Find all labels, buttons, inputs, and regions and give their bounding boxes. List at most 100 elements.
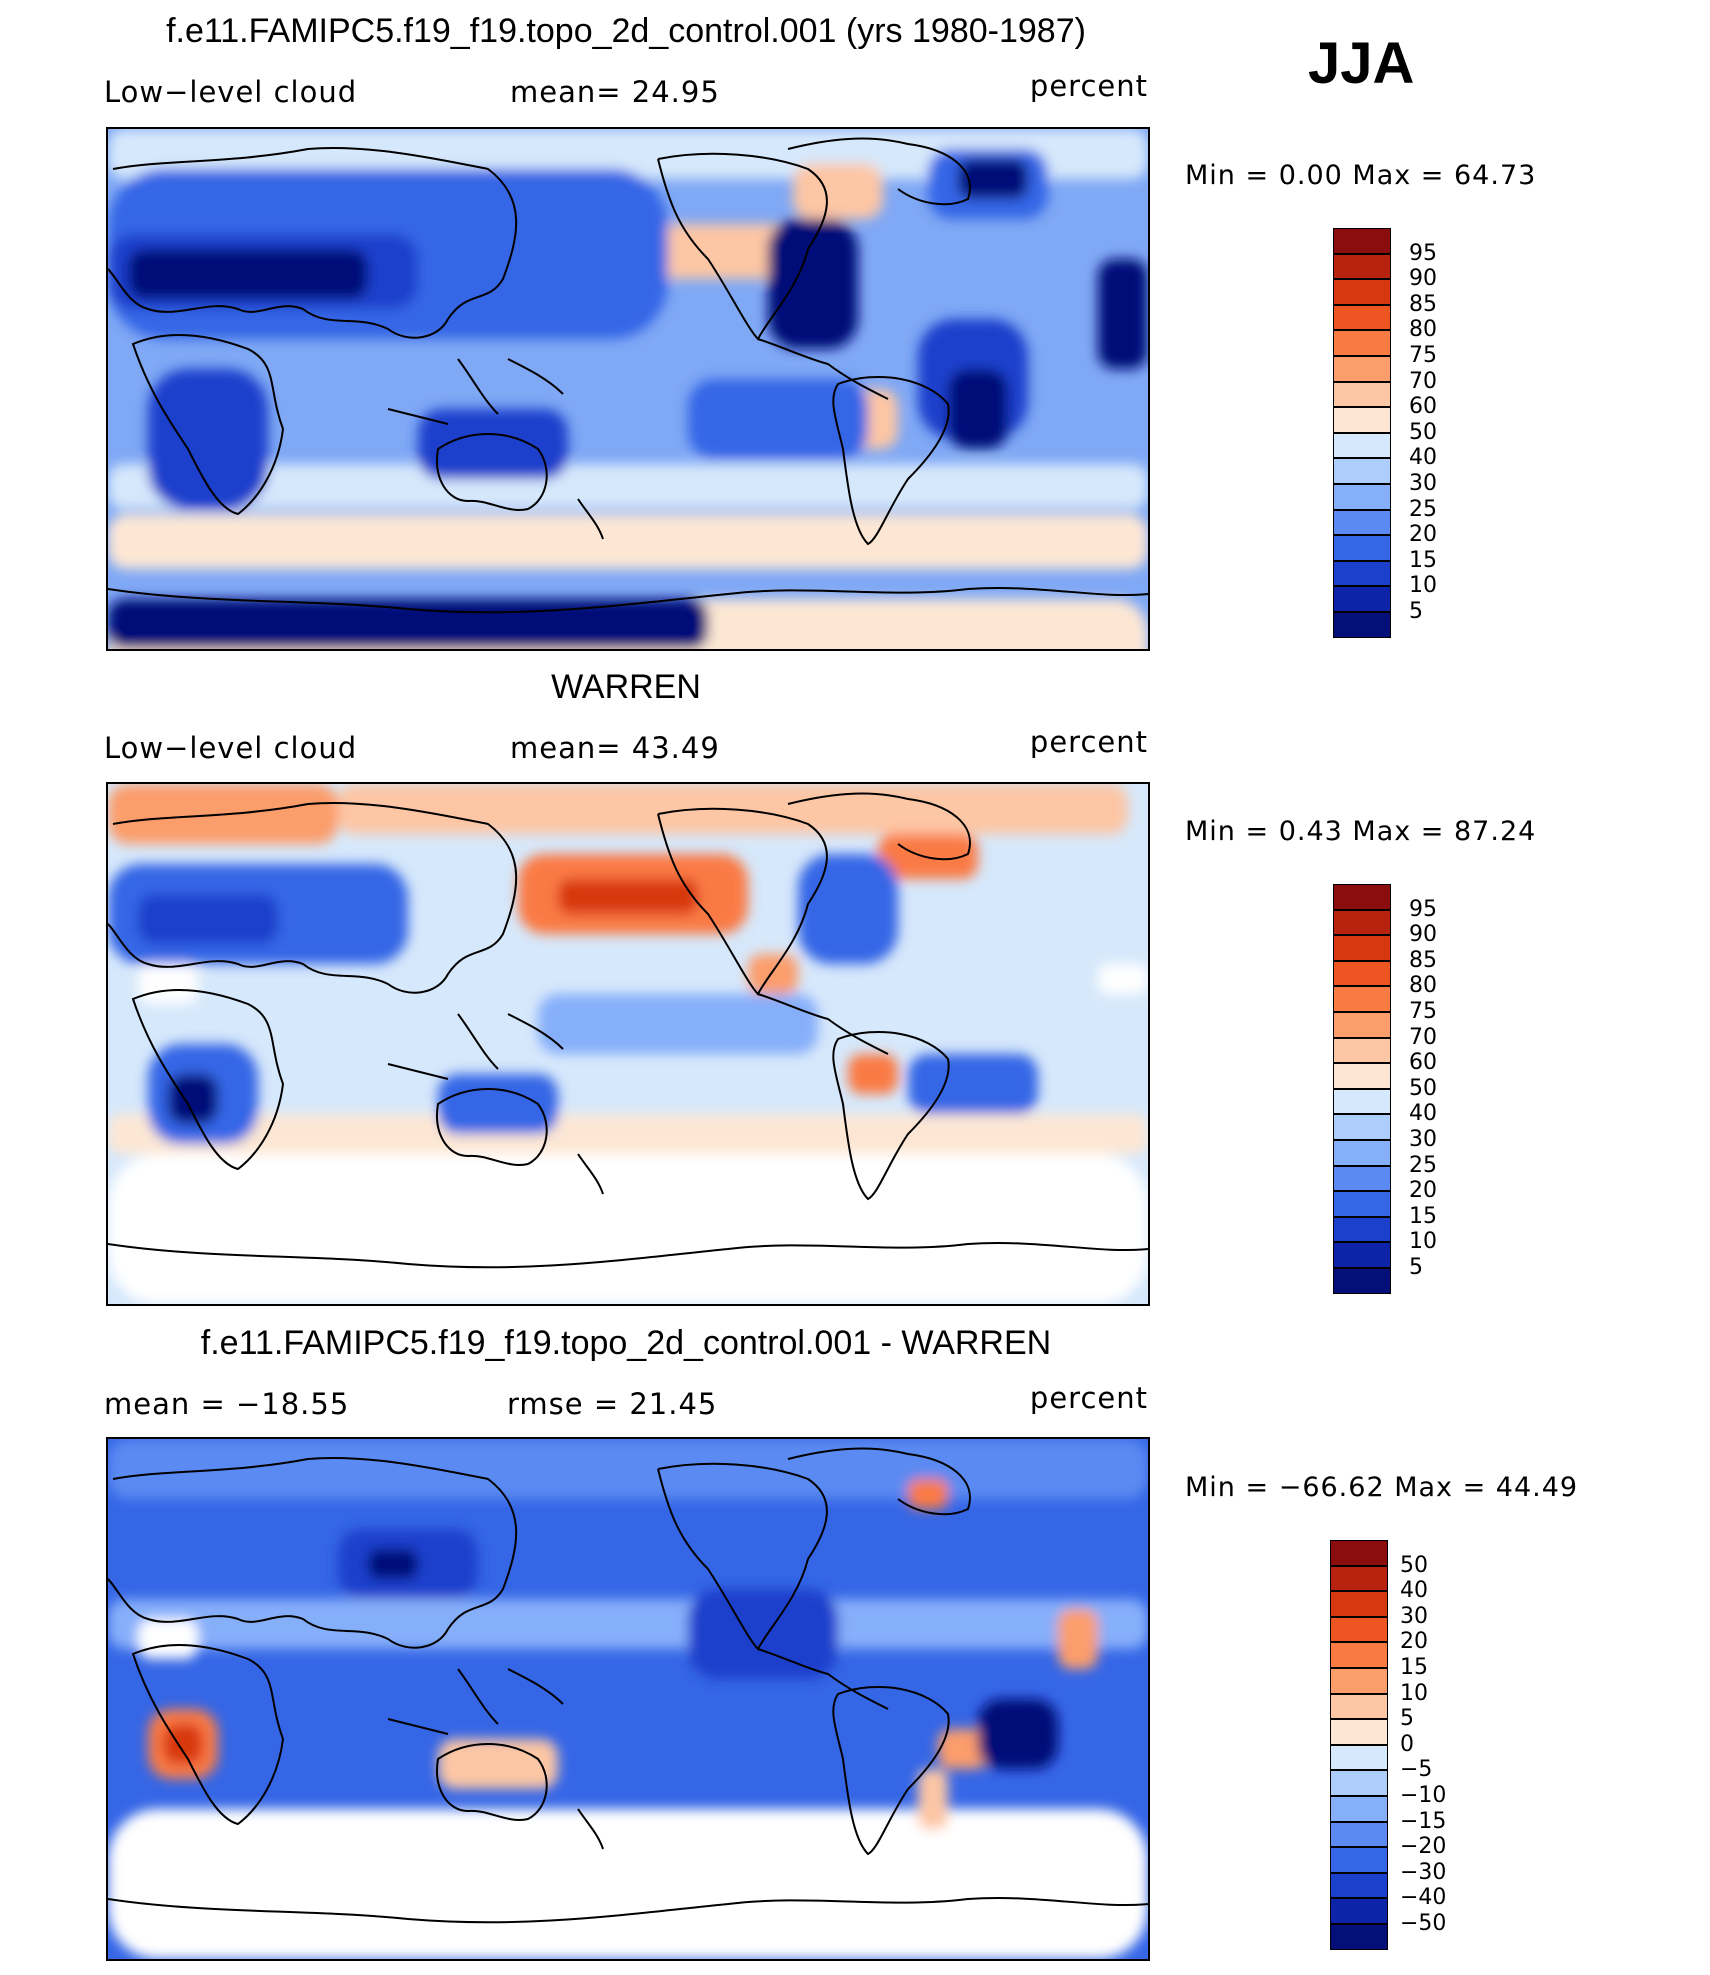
field-region (688, 1589, 838, 1679)
colorbar-tick-label: 25 (1409, 496, 1437, 522)
minmax-label: Min = −66.62 Max = 44.49 (1185, 1472, 1579, 1503)
colorbar-tick-label: 30 (1409, 471, 1437, 496)
field-region (418, 409, 568, 479)
coastline (387, 408, 449, 425)
colorbar-tick-label: 15 (1409, 1203, 1437, 1229)
field-region (538, 994, 818, 1054)
panel-units-label: percent (1029, 69, 1148, 103)
colorbar-tick-label: 75 (1409, 343, 1437, 368)
colorbar-swatch (1333, 909, 1391, 936)
map-field (108, 129, 1148, 649)
colorbar-tick-label: 15 (1409, 547, 1437, 573)
coastline (131, 333, 285, 516)
field-region (978, 1699, 1058, 1769)
colorbar-tick-label: 60 (1409, 394, 1437, 420)
field-region (1058, 1609, 1098, 1669)
colorbar-tick-label: −40 (1400, 1885, 1447, 1911)
field-region (368, 1549, 418, 1579)
coastline (108, 586, 1148, 614)
field-region (148, 369, 268, 509)
colorbar-swatch (1330, 1693, 1388, 1720)
panel-stat-label: mean= 43.49 (510, 731, 720, 765)
colorbar-tick-label: 85 (1409, 947, 1437, 973)
field-region (108, 1154, 1148, 1304)
field-region (108, 464, 1148, 509)
colorbar-swatch (1333, 407, 1391, 433)
colorbar-tick-label: 5 (1400, 1706, 1414, 1732)
coastline (787, 1447, 971, 1516)
minmax-label: Min = 0.00 Max = 64.73 (1185, 160, 1537, 191)
colorbar-tick-label: 10 (1409, 1229, 1437, 1255)
field-region (438, 1739, 558, 1789)
coastline (577, 498, 604, 540)
colorbar-tick-label: −15 (1400, 1808, 1447, 1834)
colorbar-swatch (1333, 586, 1391, 612)
colorbar-tick-label: −30 (1400, 1859, 1447, 1885)
field-region (768, 219, 858, 349)
map-field (108, 784, 1148, 1304)
colorbar-tick-label: 80 (1409, 973, 1437, 999)
colorbar-swatch (1333, 458, 1391, 484)
colorbar-tick-label: 30 (1409, 1127, 1437, 1152)
colorbar-tick-label: 50 (1400, 1552, 1428, 1578)
field-region (108, 1439, 1148, 1499)
field-region (138, 894, 278, 944)
colorbar-tick-label: 25 (1409, 1152, 1437, 1178)
colorbar-tick-label: 95 (1409, 240, 1437, 266)
colorbar-swatch (1333, 279, 1391, 305)
colorbar-tick-label: 20 (1400, 1629, 1428, 1655)
panel-stat-label: rmse = 21.45 (507, 1387, 718, 1421)
colorbar-tick-label: −20 (1400, 1834, 1447, 1860)
field-region (908, 1479, 948, 1509)
field-region (793, 164, 883, 219)
colorbar-swatch (1330, 1565, 1388, 1592)
colorbar-swatch (1333, 612, 1391, 638)
field-region (108, 1809, 1148, 1959)
colorbar-tick-label: 10 (1409, 573, 1437, 599)
coastline (757, 338, 889, 400)
coastline (507, 1013, 564, 1050)
colorbar-swatch (1333, 884, 1391, 910)
colorbar-swatch (1333, 381, 1391, 408)
coastline (436, 1743, 548, 1821)
colorbar-tick-label: 20 (1409, 522, 1437, 548)
contour-map (106, 127, 1150, 651)
field-region (748, 954, 798, 994)
panel-stat-label: mean= 24.95 (510, 75, 720, 109)
colorbar-swatch (1330, 1591, 1388, 1617)
colorbar-swatch (1333, 1114, 1391, 1140)
field-region (138, 964, 198, 1004)
colorbar-swatch (1333, 960, 1391, 987)
coastline (108, 802, 518, 994)
coastline (787, 137, 971, 206)
colorbar-tick-label: 90 (1409, 266, 1437, 292)
field-region (938, 1729, 988, 1769)
field-region (108, 1114, 1148, 1154)
colorbar-swatch (1330, 1770, 1388, 1796)
field-region (558, 879, 698, 914)
coastline (757, 993, 889, 1055)
colorbar-swatch (1330, 1924, 1388, 1950)
colorbar-tick-label: 10 (1400, 1680, 1428, 1706)
colorbar-tick-label: −5 (1400, 1757, 1433, 1783)
coastline (457, 1668, 499, 1725)
colorbar-tick-label: 40 (1400, 1578, 1428, 1604)
field-region (163, 1724, 203, 1764)
contour-map (106, 1437, 1150, 1961)
coastline (787, 792, 971, 861)
coastline (387, 1718, 449, 1735)
coastline (657, 152, 828, 341)
colorbar-swatch (1333, 1216, 1391, 1243)
field-region (918, 1769, 948, 1829)
coastline (832, 1685, 950, 1856)
field-region (1098, 259, 1148, 369)
colorbar-swatch (1333, 253, 1391, 280)
coastline (832, 1030, 950, 1201)
field-region (168, 1074, 218, 1124)
season-label: JJA (1308, 31, 1415, 96)
colorbar-tick-label: 85 (1409, 291, 1437, 317)
coastline (577, 1808, 604, 1850)
colorbar-swatch (1333, 1242, 1391, 1268)
field-region (688, 379, 868, 459)
colorbar-swatch (1330, 1898, 1388, 1924)
